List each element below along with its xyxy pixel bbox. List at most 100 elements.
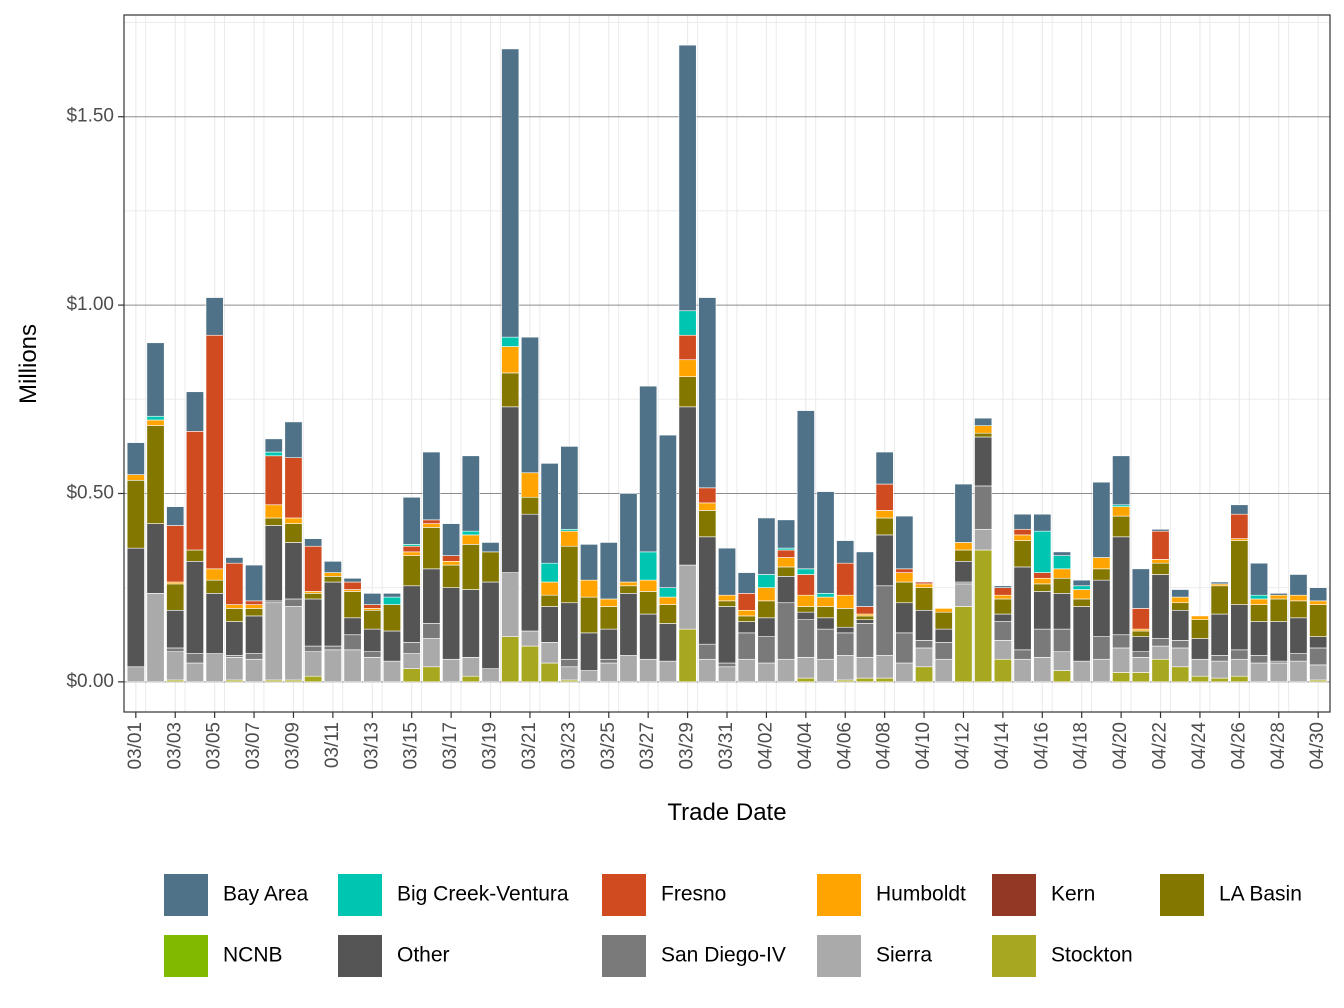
bar-segment-bay-area [1112,455,1131,506]
bar-segment-sierra [1289,660,1308,683]
bar-segment-other [1053,593,1071,630]
bar-segment-san-diego-iv [1309,647,1328,666]
bar-segment-sierra [737,658,756,683]
bar-segment-sierra [185,662,204,683]
legend-key-stockton [992,935,1036,977]
bar-segment-bay-area [540,463,559,564]
bar-segment-other [442,587,461,660]
bar-segment-sierra [619,655,638,683]
bar-segment-sierra [1053,651,1071,671]
bar-segment-other [1013,566,1032,651]
bar-segment-fresno [915,581,934,585]
bar-segment-san-diego-iv [718,662,736,668]
bar-segment-san-diego-iv [599,658,618,664]
bar-segment-la-basin [1092,568,1111,581]
bar-segment-la-basin [718,600,736,607]
x-tick-label: 03/31 [716,722,737,770]
legend-label-kern: Kern [1051,883,1095,906]
bar-segment-humboldt [1190,615,1209,620]
bar-segment-san-diego-iv [1053,628,1071,653]
bar-segment-sierra [658,660,677,683]
bar-segment-other [875,534,894,587]
bar-segment-bay-area [383,593,401,598]
bar-segment-other [126,547,145,668]
bar-segment-bay-area [1092,481,1111,558]
bar-segment-bay-area [1033,513,1052,532]
x-tick-label: 04/04 [795,722,816,770]
bar-segment-other [402,585,421,643]
bar-segment-sierra [1112,647,1131,673]
bar-segment-humboldt [599,598,618,607]
bar-segment-sierra [126,666,145,683]
x-tick-label: 03/17 [440,722,461,770]
bar-segment-humboldt [580,579,599,598]
bar-segment-humboldt [1112,506,1131,517]
bar-segment-sierra [245,658,264,683]
bar-segment-la-basin [895,581,914,604]
bar-segment-humboldt [757,587,776,602]
bar-segment-la-basin [402,555,421,587]
bar-segment-la-basin [1190,619,1209,639]
x-tick-label: 04/20 [1110,722,1131,770]
bar-segment-humboldt [639,579,658,592]
bar-segment-humboldt [1309,600,1328,605]
bar-segment-sierra [146,593,165,683]
bar-segment-bay-area [993,585,1012,588]
bar-segment-other [718,606,736,664]
bar-segment-other [363,628,382,653]
bar-segment-humboldt [836,594,855,609]
bar-segment-la-basin [225,608,244,622]
bar-segment-bay-area [343,577,362,583]
bar-segment-san-diego-iv [166,647,185,653]
bar-segment-la-basin [1013,540,1032,568]
legend-label-big-creek-ventura: Big Creek-Ventura [397,883,569,906]
bar-segment-sierra [1072,660,1091,683]
bar-segment-sierra [422,638,441,668]
bar-segment-la-basin [816,606,835,619]
bar-segment-la-basin [1230,540,1249,605]
bar-segment-other [934,628,953,643]
x-tick-label: 03/23 [558,722,579,770]
legend-key-fresno [602,874,646,916]
bar-segment-other [993,613,1012,622]
bar-segment-fresno [698,487,717,504]
x-tick-label: 03/01 [125,722,146,770]
bar-segment-other [481,581,500,669]
bar-segment-stockton [1210,677,1229,683]
bar-segment-big-creek-ventura [1033,530,1052,573]
bar-segment-bay-area [658,434,677,588]
bar-segment-other [225,621,244,656]
bar-segment-san-diego-iv [1230,649,1249,660]
bar-segment-san-diego-iv [974,485,993,530]
legend-key-la-basin [1160,874,1204,916]
bar-segment-humboldt [1092,557,1111,570]
bar-segment-humboldt [915,583,934,588]
bar-segment-stockton [1230,675,1249,683]
bar-segment-la-basin [1171,602,1190,611]
bar-segment-fresno [777,549,796,558]
bar-segment-san-diego-iv [1171,640,1190,649]
bars-layer [126,44,1328,683]
bar-segment-humboldt [678,359,697,377]
bar-segment-other [422,568,441,624]
bar-segment-other [1289,617,1308,654]
bar-segment-sierra [501,572,520,637]
bar-segment-san-diego-iv [1013,649,1032,660]
x-tick-label: 04/10 [913,722,934,770]
bar-segment-san-diego-iv [1033,628,1052,658]
legend-key-bay-area [164,874,208,916]
bar-segment-la-basin [383,604,401,632]
bar-segment-other [816,617,835,630]
bar-segment-bay-area [126,442,145,475]
bar-segment-other [146,523,165,594]
bar-segment-big-creek-ventura [757,574,776,588]
bar-segment-humboldt [461,534,480,545]
bar-segment-humboldt [993,594,1012,600]
bar-segment-stockton [1053,670,1071,683]
bar-segment-la-basin [422,527,441,570]
bar-segment-fresno [343,581,362,590]
x-tick-label: 04/22 [1150,722,1171,770]
bar-segment-sierra [383,660,401,683]
bar-segment-other [619,593,638,656]
